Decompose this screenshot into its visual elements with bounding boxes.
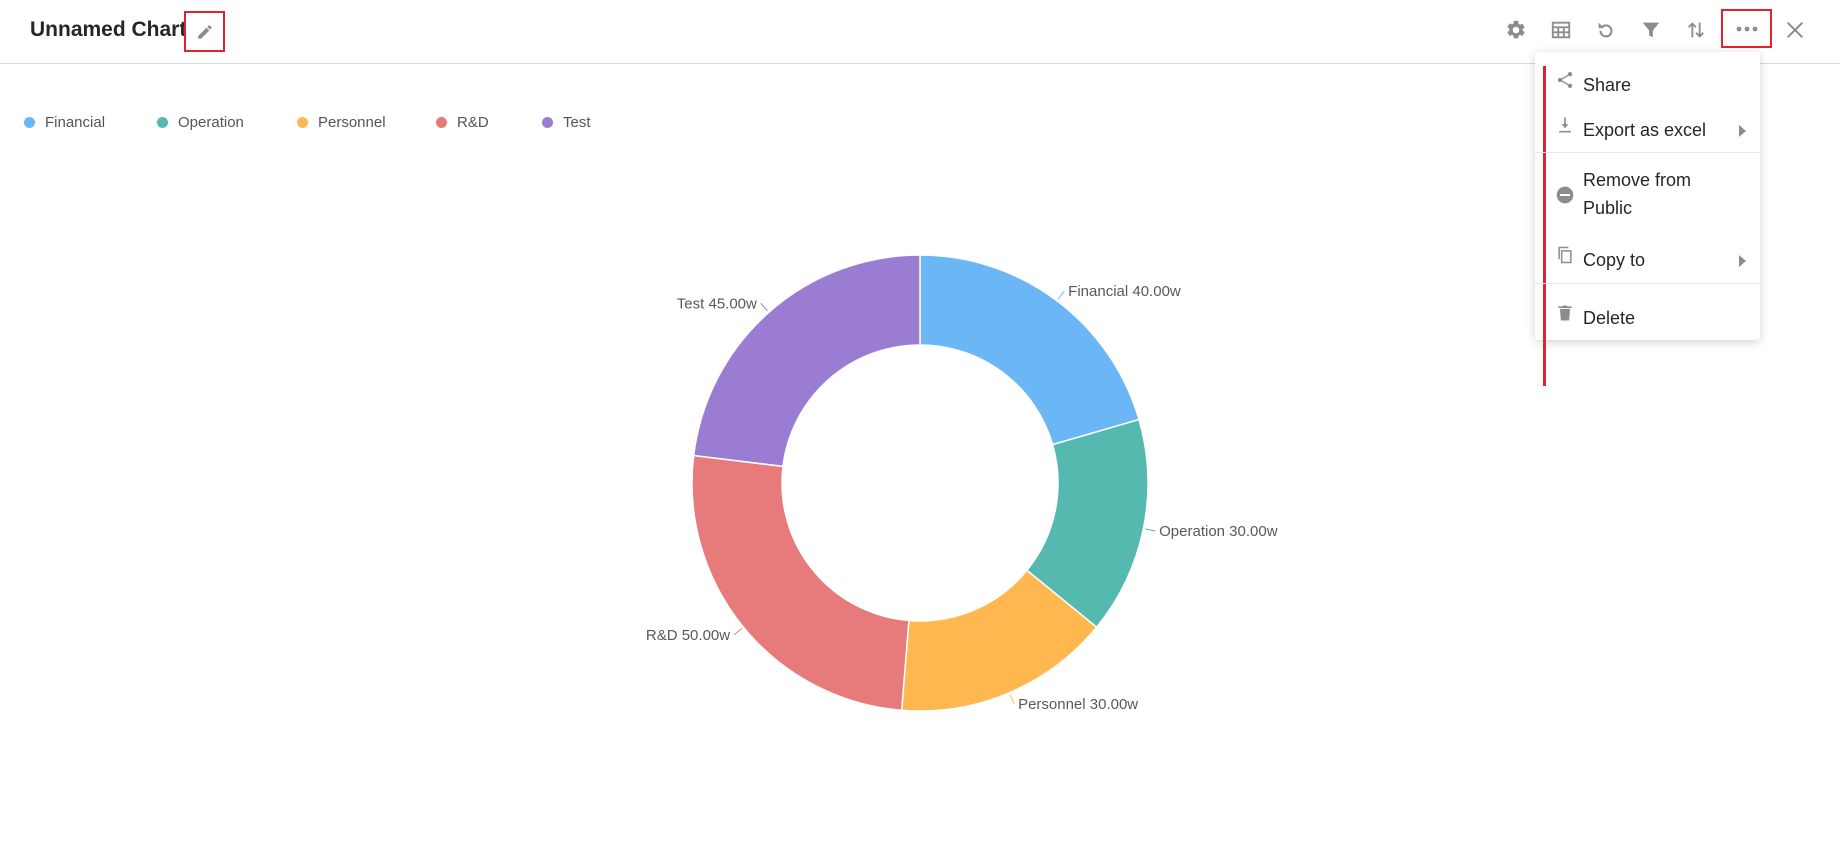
chart-legend: Financial Operation Personnel R&D Test <box>24 112 602 132</box>
legend-dot <box>542 116 553 128</box>
table-icon <box>1551 21 1571 39</box>
submenu-arrow-icon <box>1739 255 1746 267</box>
menu-item-remove-from-public[interactable]: Remove from Public <box>1535 166 1760 224</box>
settings-button[interactable] <box>1498 12 1534 48</box>
label-leader-line <box>1009 694 1015 704</box>
legend-item-personnel[interactable]: Personnel <box>297 114 436 131</box>
legend-label: Test <box>563 113 591 131</box>
menu-highlight-bar <box>1543 66 1546 386</box>
more-dots-icon <box>1736 26 1757 31</box>
chart-header: Unnamed Chart <box>0 0 1840 64</box>
pencil-icon <box>197 24 212 39</box>
legend-dot <box>297 116 308 128</box>
refresh-icon <box>1598 22 1613 38</box>
slice-data-label: R&D 50.00w <box>646 627 730 644</box>
copy-icon <box>1558 246 1572 264</box>
label-leader-line <box>1145 528 1156 532</box>
close-icon <box>1786 21 1804 39</box>
menu-item-copy-to[interactable]: Copy to <box>1535 241 1760 279</box>
legend-item-financial[interactable]: Financial <box>24 114 157 131</box>
menu-label: Export as excel <box>1583 120 1707 140</box>
menu-item-export-excel[interactable]: Export as excel <box>1535 111 1760 149</box>
share-icon <box>1557 72 1573 88</box>
close-button[interactable] <box>1777 12 1813 48</box>
sort-icon <box>1688 22 1704 38</box>
refresh-button[interactable] <box>1588 12 1624 48</box>
menu-label: Delete <box>1583 308 1636 328</box>
sort-button[interactable] <box>1678 12 1714 48</box>
slice-data-label: Operation 30.00w <box>1159 523 1278 540</box>
slice-data-label: Personnel 30.00w <box>1018 696 1138 713</box>
legend-dot <box>24 116 35 128</box>
menu-item-share[interactable]: Share <box>1535 66 1760 104</box>
legend-label: Financial <box>45 113 106 131</box>
label-leader-line <box>760 303 768 312</box>
more-actions-menu: Share Export as excel Remove from Public… <box>1535 52 1760 386</box>
edit-title-button[interactable] <box>184 11 225 52</box>
donut-slice-rd[interactable] <box>691 454 910 712</box>
menu-item-delete[interactable]: Delete <box>1535 299 1760 337</box>
filter-icon <box>1642 22 1660 38</box>
trash-icon <box>1558 305 1572 321</box>
submenu-arrow-icon <box>1739 125 1746 137</box>
more-button[interactable] <box>1721 9 1772 48</box>
slice-data-label: Financial 40.00w <box>1068 283 1181 300</box>
menu-label: Share <box>1583 75 1632 95</box>
donut-slice-financial[interactable] <box>919 254 1140 446</box>
legend-label: Operation <box>178 113 244 131</box>
menu-divider <box>1535 152 1760 153</box>
slice-data-label: Test 45.00w <box>677 295 757 312</box>
label-leader-line <box>1057 290 1065 300</box>
label-leader-line <box>733 628 743 636</box>
legend-item-test[interactable]: Test <box>542 114 602 131</box>
menu-label: Copy to <box>1583 250 1646 270</box>
donut-slice-test[interactable] <box>692 254 921 468</box>
legend-item-rd[interactable]: R&D <box>436 114 542 131</box>
filter-button[interactable] <box>1633 12 1669 48</box>
legend-label: Personnel <box>318 113 386 131</box>
menu-divider <box>1535 283 1760 284</box>
download-icon <box>1559 117 1571 133</box>
legend-dot <box>157 116 168 128</box>
legend-dot <box>436 116 447 128</box>
gear-icon <box>1507 20 1525 39</box>
legend-item-operation[interactable]: Operation <box>157 114 297 131</box>
data-table-button[interactable] <box>1543 12 1579 48</box>
legend-label: R&D <box>457 113 489 131</box>
minus-circle-icon <box>1556 186 1574 204</box>
page-title: Unnamed Chart <box>30 18 187 41</box>
menu-label: Remove from Public <box>1583 170 1692 218</box>
